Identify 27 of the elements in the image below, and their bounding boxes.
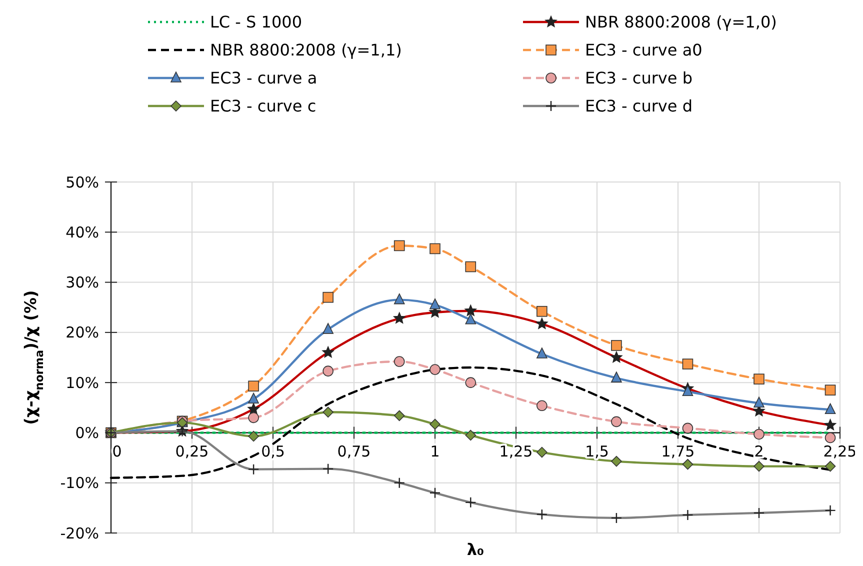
x-tick-label: 1,25 xyxy=(499,442,533,461)
y-tick-label: 0% xyxy=(75,424,99,442)
legend-label: EC3 - curve c xyxy=(210,96,316,116)
y-tick-label: 30% xyxy=(66,274,99,292)
y-tick-label: 40% xyxy=(66,223,99,242)
x-tick-label: 1 xyxy=(430,442,440,461)
legend-label: NBR 8800:2008 (γ=1,0) xyxy=(585,12,777,32)
x-tick-label: 0,75 xyxy=(337,442,371,461)
x-tick-label: 2,25 xyxy=(823,442,857,461)
y-tick-label: -10% xyxy=(60,474,99,492)
y-tick-label: 20% xyxy=(66,324,99,342)
legend-label: LC - S 1000 xyxy=(210,12,302,32)
x-tick-label: 0,5 xyxy=(261,442,285,461)
legend-label: EC3 - curve a0 xyxy=(585,40,702,60)
legend-label: EC3 - curve d xyxy=(585,96,692,116)
y-tick-label: 50% xyxy=(66,173,99,192)
y-tick-label: 10% xyxy=(66,374,99,392)
x-tick-label: 0,25 xyxy=(175,442,209,461)
legend-label: EC3 - curve b xyxy=(585,68,692,88)
x-tick-label: 1,75 xyxy=(661,442,695,461)
x-axis-title: λ₀ xyxy=(466,540,484,559)
y-tick-label: -20% xyxy=(60,524,99,542)
x-tick-label: 0 xyxy=(112,442,122,461)
legend-label: NBR 8800:2008 (γ=1,1) xyxy=(210,40,402,60)
x-tick-label: 2 xyxy=(754,442,764,461)
legend-label: EC3 - curve a xyxy=(210,68,318,88)
x-tick-label: 1,5 xyxy=(585,442,609,461)
